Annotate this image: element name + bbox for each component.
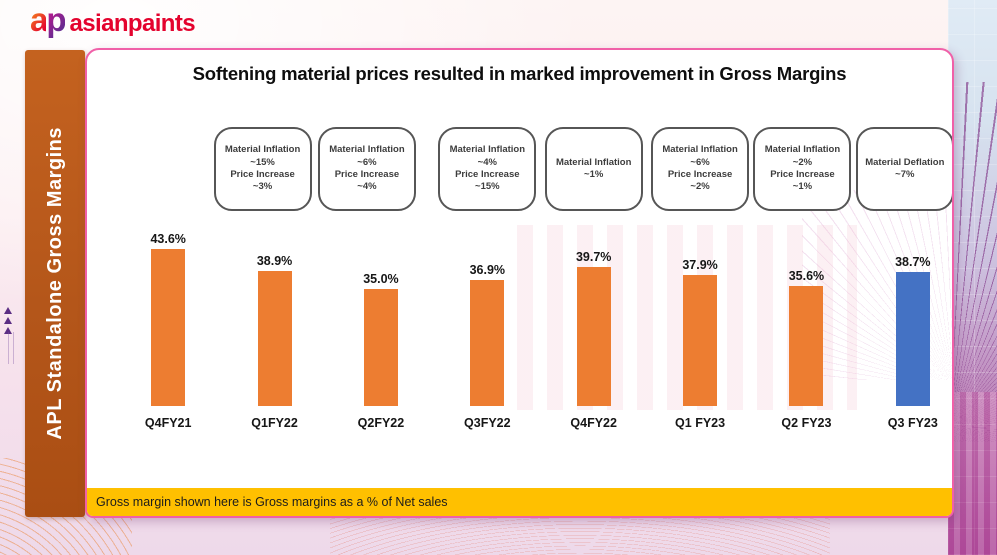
annotation-slot: Material Inflation ~6% Price Increase ~2% bbox=[647, 127, 753, 211]
chart-column: Material Inflation ~2% Price Increase ~1% 3… bbox=[753, 127, 859, 440]
sidebar-section-tab: APL Standalone Gross Margins bbox=[25, 50, 85, 517]
x-axis-label: Q2FY22 bbox=[357, 416, 405, 430]
annotation-line: Material Inflation bbox=[764, 144, 841, 156]
annotation-slot bbox=[115, 127, 221, 211]
annotation-line: ~15% bbox=[475, 181, 500, 193]
annotation-box: Material Inflation ~15% Price Increase ~3% bbox=[213, 127, 312, 211]
bar-slot: 36.9% bbox=[434, 211, 540, 406]
bar-slot: 39.7% bbox=[541, 211, 647, 406]
bar-value-label: 36.9% bbox=[469, 263, 506, 277]
x-axis-label: Q4FY21 bbox=[144, 416, 192, 430]
x-axis-label: Q1 FY23 bbox=[675, 416, 726, 430]
chart-column: Material Inflation ~15% Price Increase ~3% … bbox=[213, 127, 327, 440]
bar bbox=[895, 272, 930, 406]
x-axis-label: Q4FY22 bbox=[570, 416, 617, 430]
annotation-slot: Material Inflation ~1% bbox=[541, 127, 647, 211]
asianpaints-logo: ap asianpaints bbox=[30, 1, 196, 39]
slide-card: Softening material prices resulted in ma… bbox=[85, 48, 954, 518]
x-axis-label: Q2 FY23 bbox=[781, 416, 832, 430]
sidebar-section-label: APL Standalone Gross Margins bbox=[43, 127, 66, 440]
annotation-line: Material Inflation bbox=[329, 144, 405, 156]
bar-value-label: 35.6% bbox=[788, 269, 825, 283]
chart-column: 43.6% Q4FY21 bbox=[115, 127, 221, 440]
bar bbox=[363, 289, 398, 406]
chart-column: Material Inflation ~6% Price Increase ~4% 3… bbox=[317, 127, 434, 440]
bar bbox=[151, 249, 186, 406]
annotation-line: ~4% bbox=[357, 181, 377, 193]
x-axis-label: Q3FY22 bbox=[464, 416, 511, 430]
background-mosaic bbox=[948, 392, 997, 555]
bar bbox=[470, 280, 505, 406]
annotation-line: Material Inflation bbox=[662, 144, 738, 156]
bar bbox=[576, 267, 611, 406]
chart: 43.6% Q4FY21 Material Inflation ~15% Price… bbox=[115, 127, 952, 440]
annotation-slot: Material Inflation ~6% Price Increase ~4% bbox=[317, 127, 434, 211]
bar-value-label: 35.0% bbox=[363, 272, 399, 286]
annotation-line: Material Deflation bbox=[865, 156, 945, 168]
decor-vertical-lines bbox=[8, 332, 18, 364]
annotation-slot: Material Inflation ~2% Price Increase ~1% bbox=[753, 127, 859, 211]
triangle-up-icon bbox=[4, 327, 12, 334]
chart-column: Material Inflation ~1% 39.7% Q4FY22 bbox=[541, 127, 647, 440]
ap-logo-icon: ap bbox=[30, 1, 67, 39]
annotation-slot: Material Inflation ~4% Price Increase ~15% bbox=[434, 127, 540, 211]
annotation-line: ~15% bbox=[250, 156, 275, 168]
bar-value-label: 37.9% bbox=[682, 258, 718, 272]
annotation-box: Material Inflation ~6% Price Increase ~2% bbox=[651, 127, 750, 211]
x-axis-label: Q3 FY23 bbox=[887, 416, 938, 430]
annotation-box: Material Inflation ~4% Price Increase ~15% bbox=[438, 127, 537, 211]
annotation-box: Material Deflation ~7% bbox=[855, 127, 952, 211]
background-fan-lines bbox=[950, 82, 997, 442]
bar-value-label: 39.7% bbox=[575, 250, 612, 264]
chart-column: Material Inflation ~6% Price Increase ~2% 3… bbox=[647, 127, 753, 440]
annotation-slot: Material Deflation ~7% bbox=[855, 127, 952, 211]
annotation-line: ~6% bbox=[690, 156, 710, 168]
bar-slot: 38.7% bbox=[860, 211, 952, 406]
annotation-line: ~2% bbox=[792, 156, 813, 168]
bar bbox=[683, 275, 718, 406]
decor-arrows bbox=[4, 304, 12, 337]
annotation-line: ~7% bbox=[895, 169, 915, 180]
footnote-text: Gross margin shown here is Gross margins… bbox=[96, 495, 448, 509]
annotation-line: ~4% bbox=[477, 156, 497, 168]
logo-letter-a: a bbox=[30, 1, 48, 38]
logo-wordmark: asianpaints bbox=[69, 10, 196, 37]
chart-column: Material Inflation ~4% Price Increase ~15% … bbox=[434, 127, 540, 440]
slide-title: Softening material prices resulted in ma… bbox=[192, 63, 847, 84]
annotation-line: Material Inflation bbox=[224, 144, 301, 156]
annotation-line: Price Increase bbox=[455, 169, 520, 180]
chart-column: Material Deflation ~7% 38.7% Q3 FY23 bbox=[855, 127, 952, 440]
annotation-line: Material Inflation bbox=[555, 156, 632, 168]
annotation-line: Price Increase bbox=[230, 169, 295, 180]
annotation-line: Price Increase bbox=[667, 169, 733, 180]
bar-value-label: 38.9% bbox=[256, 254, 293, 268]
annotation-line: ~2% bbox=[690, 181, 710, 193]
bar-slot: 38.9% bbox=[221, 211, 327, 406]
annotation-line: ~3% bbox=[252, 181, 273, 193]
annotation-line: ~6% bbox=[357, 156, 377, 168]
bar-slot: 35.6% bbox=[753, 211, 859, 406]
footnote-bar: Gross margin shown here is Gross margins… bbox=[87, 488, 952, 516]
annotation-line: Price Increase bbox=[334, 169, 400, 180]
triangle-up-icon bbox=[4, 307, 12, 314]
annotation-box: Material Inflation ~1% bbox=[544, 127, 643, 211]
annotation-box: Material Inflation ~6% Price Increase ~4% bbox=[317, 127, 416, 211]
bar-slot: 37.9% bbox=[647, 211, 753, 406]
bar bbox=[257, 271, 292, 406]
bar bbox=[789, 286, 824, 406]
bar-slot: 43.6% bbox=[115, 211, 221, 406]
logo-letter-p: p bbox=[46, 1, 66, 38]
annotation-line: Material Inflation bbox=[449, 144, 526, 156]
bar-slot: 35.0% bbox=[328, 211, 434, 406]
bar-value-label: 38.7% bbox=[895, 255, 931, 269]
annotation-box: Material Inflation ~2% Price Increase ~1% bbox=[753, 127, 852, 211]
annotation-slot: Material Inflation ~15% Price Increase ~3% bbox=[213, 127, 327, 211]
triangle-up-icon bbox=[4, 317, 12, 324]
bar-value-label: 43.6% bbox=[150, 232, 186, 246]
annotation-line: ~1% bbox=[792, 181, 813, 193]
x-axis-label: Q1FY22 bbox=[251, 416, 298, 430]
annotation-line: ~1% bbox=[584, 169, 604, 180]
annotation-line: Price Increase bbox=[770, 169, 835, 180]
